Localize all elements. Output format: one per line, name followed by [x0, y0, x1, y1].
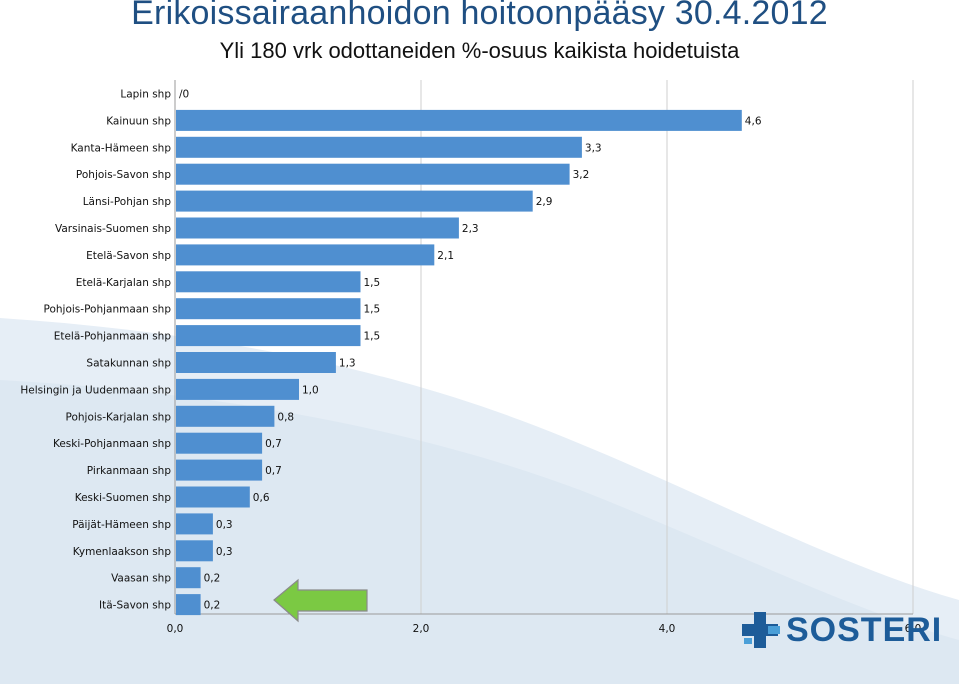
bar	[176, 244, 435, 266]
ticks-layer: 0,0 2,0 4,0 6,0	[167, 623, 922, 635]
page-subtitle: Yli 180 vrk odottaneiden %-osuus kaikist…	[219, 38, 740, 63]
category-label: Etelä-Savon shp	[86, 250, 171, 262]
grid-layer	[174, 80, 914, 615]
category-label: Lapin shp	[120, 89, 171, 101]
bar	[176, 136, 582, 158]
value-label: 1,5	[364, 331, 381, 343]
bar	[176, 352, 336, 373]
value-label: 2,1	[437, 250, 454, 262]
bar	[176, 513, 213, 535]
value-label: 1,3	[339, 358, 356, 370]
value-label: 0,2	[204, 600, 221, 612]
bar	[176, 378, 299, 400]
category-label: Pohjois-Pohjanmaan shp	[44, 304, 172, 316]
value-label: 0,7	[265, 438, 282, 450]
x-tick-label: 6,0	[905, 623, 922, 635]
bar	[176, 486, 250, 508]
category-label: Etelä-Karjalan shp	[76, 277, 172, 289]
arrow-annotation	[273, 578, 368, 623]
bar	[176, 325, 361, 347]
value-label: /0	[179, 89, 189, 101]
bar	[176, 540, 213, 562]
bar	[176, 217, 459, 239]
bar	[176, 459, 263, 481]
value-label: 3,2	[573, 169, 590, 181]
bar	[176, 405, 275, 427]
category-label: Länsi-Pohjan shp	[83, 196, 172, 208]
bar	[176, 109, 742, 131]
bar	[176, 271, 361, 293]
value-label: 0,2	[204, 573, 221, 585]
value-label: 0,6	[253, 492, 270, 504]
category-label: Päijät-Hämeen shp	[72, 519, 171, 531]
arrow-left-icon	[273, 578, 368, 623]
x-tick-label: 0,0	[167, 623, 184, 635]
category-label: Kymenlaakson shp	[73, 546, 172, 558]
value-label: 1,5	[364, 277, 381, 289]
category-label: Pohjois-Savon shp	[76, 169, 171, 181]
bar	[176, 190, 533, 212]
category-label: Kainuun shp	[106, 115, 171, 127]
logo-cross-icon	[742, 612, 780, 648]
sosteri-logo: SOSTERI	[742, 610, 941, 650]
value-label: 2,3	[462, 223, 479, 235]
page-title: Erikoissairaanhoidon hoitoonpääsy 30.4.2…	[131, 0, 828, 32]
category-label: Keski-Suomen shp	[75, 492, 172, 504]
category-label: Kanta-Hämeen shp	[71, 142, 172, 154]
category-label: Helsingin ja Uudenmaan shp	[20, 384, 171, 396]
value-label: 4,6	[745, 115, 762, 127]
category-label: Vaasan shp	[111, 573, 171, 585]
value-label: 1,0	[302, 384, 319, 396]
x-tick-label: 4,0	[659, 623, 676, 635]
x-tick-label: 2,0	[413, 623, 430, 635]
bar	[176, 298, 361, 320]
logo-text: SOSTERI	[786, 611, 943, 649]
bar	[176, 432, 263, 454]
category-label: Itä-Savon shp	[99, 600, 171, 612]
category-label: Varsinais-Suomen shp	[55, 223, 171, 235]
value-label: 1,5	[364, 304, 381, 316]
category-label: Keski-Pohjanmaan shp	[53, 438, 171, 450]
value-label: 0,3	[216, 519, 233, 531]
bars-layer	[176, 109, 742, 616]
category-label: Pirkanmaan shp	[87, 465, 172, 477]
value-label: 2,9	[536, 196, 553, 208]
value-label: 0,3	[216, 546, 233, 558]
value-label: 0,7	[265, 465, 282, 477]
category-label: Satakunnan shp	[86, 358, 171, 370]
bar	[176, 163, 570, 185]
category-label: Pohjois-Karjalan shp	[66, 411, 172, 423]
bar	[176, 594, 201, 616]
labels-layer: Lapin shp/0 Kainuun shp 4,6 Kanta-Hämeen sh…	[20, 89, 761, 612]
category-label: Etelä-Pohjanmaan shp	[54, 331, 172, 343]
value-label: 0,8	[277, 411, 294, 423]
bar	[176, 567, 201, 589]
value-label: 3,3	[585, 142, 602, 154]
